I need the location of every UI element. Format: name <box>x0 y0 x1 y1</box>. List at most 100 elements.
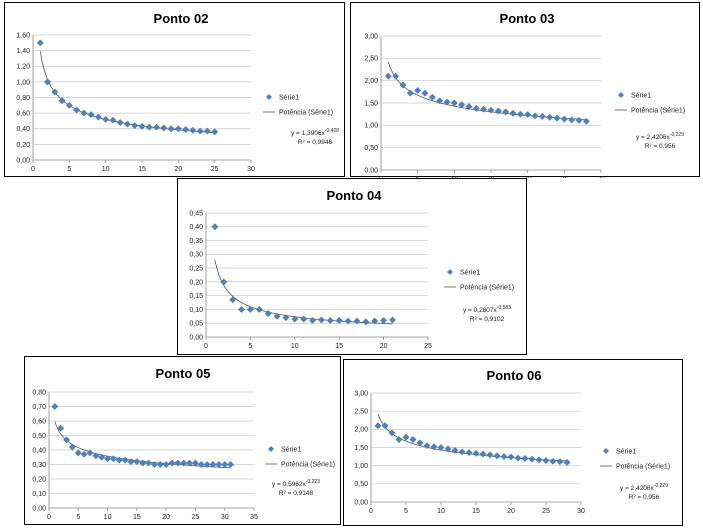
data-point <box>402 433 410 441</box>
y-tick-label: 0,30 <box>189 252 203 259</box>
data-point <box>153 123 161 131</box>
y-tick-label: 0,80 <box>32 389 46 396</box>
data-point <box>273 312 281 320</box>
chart-ponto-04: Ponto 04 0,00 0,05 0,10 0,15 0,20 0,25 0,30 0,35… <box>189 188 514 350</box>
data-point <box>437 444 445 451</box>
x-tick-label: 0 <box>47 514 51 521</box>
data-point <box>133 458 141 466</box>
x-tick-label: 10 <box>291 343 299 350</box>
data-point <box>421 89 429 97</box>
data-point <box>392 72 400 80</box>
chart-panel-ponto-03: Ponto 03 0,00 0,50 1,00 1,50 2,00 2,50 3,00 0 5 10… <box>350 2 700 178</box>
x-tick-label: 30 <box>597 176 605 178</box>
chart-title: Ponto 05 <box>156 366 211 381</box>
trend-equation: y = 2,4206x-0,229 <box>636 132 684 141</box>
data-point <box>211 128 219 136</box>
data-point <box>443 98 451 106</box>
data-point <box>563 458 571 466</box>
x-tick-label: 25 <box>424 343 432 350</box>
data-point <box>160 124 168 132</box>
data-point <box>57 424 65 432</box>
data-point <box>507 453 515 461</box>
data-point <box>575 116 583 124</box>
data-point <box>138 122 146 130</box>
trend-equation: y = 2,4206x-0,229 <box>620 483 668 492</box>
y-tick-label: 1,00 <box>16 79 30 86</box>
data-point <box>384 72 392 80</box>
data-point <box>428 93 436 101</box>
legend-trend-label: Potência (Série1) <box>279 110 333 117</box>
data-point <box>423 442 431 450</box>
x-tick-label: 30 <box>577 508 585 515</box>
data-point <box>542 457 550 465</box>
y-tick-label: 0,10 <box>32 491 46 498</box>
chart-ponto-03: Ponto 03 0,00 0,50 1,00 1,50 2,00 2,50 3,00 0 5 10… <box>364 11 685 178</box>
chart-panel-ponto-02: Ponto 02 0,00 0,20 0,40 0,60 0,80 1,00 1,20 1,40… <box>4 2 345 177</box>
legend-trend-label: Potência (Série1) <box>281 462 335 469</box>
x-tick-label: 0 <box>379 176 383 178</box>
chart-ponto-06: Ponto 06 0,00 0,50 1,00 1,50 2,00 2,50 3,00 0 5 10… <box>354 368 670 515</box>
data-point <box>502 108 510 116</box>
data-point <box>168 459 176 467</box>
y-tick-label: 0,70 <box>32 404 46 411</box>
data-point <box>380 316 388 324</box>
data-point <box>300 315 308 323</box>
x-tick-label: 25 <box>560 176 568 178</box>
data-point <box>309 316 317 324</box>
data-point <box>450 99 458 107</box>
trendline <box>377 413 568 462</box>
data-point <box>493 452 501 460</box>
x-tick-label: 25 <box>211 166 219 173</box>
y-tick-label: 1,50 <box>354 445 368 452</box>
data-point <box>362 318 370 326</box>
data-point <box>80 109 88 117</box>
y-tick-label: 0,25 <box>189 266 203 273</box>
data-point <box>487 106 495 114</box>
y-tick-label: 2,00 <box>354 427 368 434</box>
data-point <box>182 126 190 134</box>
x-tick-label: 30 <box>247 166 255 173</box>
data-point <box>209 461 217 468</box>
y-tick-label: 1,40 <box>16 48 30 55</box>
y-tick-label: 0,60 <box>16 111 30 118</box>
data-point <box>388 429 396 437</box>
data-point <box>282 314 290 322</box>
legend-marker-icon <box>618 92 624 98</box>
y-tick-label: 0,20 <box>16 142 30 149</box>
data-point <box>472 104 480 112</box>
data-point <box>486 451 494 459</box>
y-tick-label: 1,60 <box>16 32 30 39</box>
legend-series-label: Série1 <box>631 93 651 100</box>
data-point <box>480 105 488 113</box>
data-point <box>220 278 228 286</box>
trendline <box>214 259 393 325</box>
x-tick-label: 10 <box>450 176 458 178</box>
data-point <box>494 107 502 115</box>
data-point <box>246 305 254 313</box>
trend-r-squared: R² = 0,9946 <box>298 139 333 146</box>
legend-trend-label: Potência (Série1) <box>460 285 514 292</box>
data-point <box>86 449 94 457</box>
data-point <box>131 122 139 130</box>
data-point <box>80 450 88 458</box>
data-point <box>139 459 147 467</box>
data-point <box>238 305 246 313</box>
data-point <box>451 446 459 454</box>
data-point <box>479 450 487 458</box>
x-tick-label: 10 <box>437 508 445 515</box>
data-point <box>568 116 576 124</box>
data-point <box>521 454 529 462</box>
data-point <box>191 459 199 467</box>
data-point <box>546 113 554 121</box>
data-point <box>531 112 539 120</box>
legend-marker-icon <box>447 269 453 275</box>
data-point <box>145 123 153 131</box>
trend-equation: y = 0,5962x-0,223 <box>272 479 320 488</box>
data-point <box>371 317 379 325</box>
data-point <box>395 436 403 443</box>
x-tick-label: 5 <box>416 176 420 178</box>
data-point <box>335 316 343 324</box>
data-point <box>98 453 106 461</box>
y-tick-label: 0,35 <box>189 238 203 245</box>
y-tick-label: 0,40 <box>32 447 46 454</box>
